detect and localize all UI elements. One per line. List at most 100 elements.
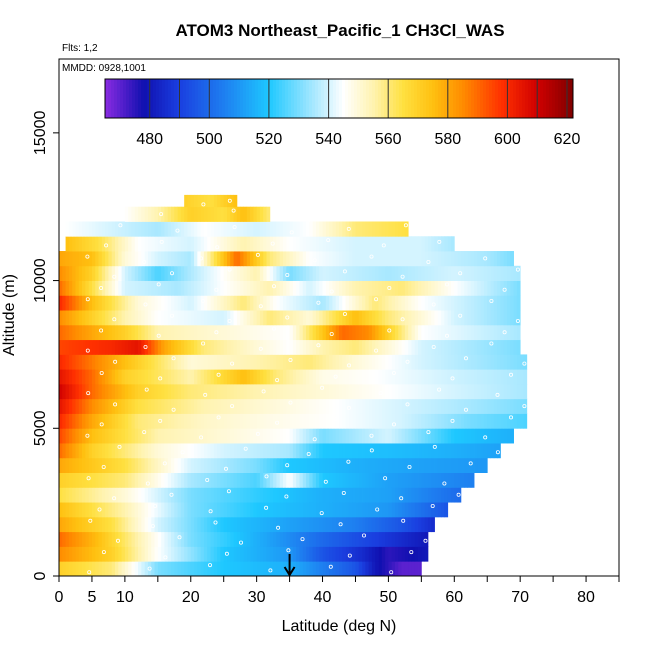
heatmap-cell xyxy=(91,561,96,577)
heatmap-cell xyxy=(207,383,211,400)
heatmap-cell xyxy=(253,531,258,547)
heatmap-cell xyxy=(138,354,142,370)
heatmap-cell xyxy=(358,251,363,267)
heatmap-cell xyxy=(167,221,172,237)
heatmap-cell xyxy=(332,236,337,252)
heatmap-cell xyxy=(157,383,162,400)
heatmap-cell xyxy=(503,310,508,326)
heatmap-cell xyxy=(253,428,258,444)
heatmap-cell xyxy=(220,310,225,326)
heatmap-cell xyxy=(339,310,343,326)
heatmap-cell xyxy=(108,295,113,311)
heatmap-cell xyxy=(339,280,343,296)
heatmap-cell xyxy=(348,369,353,385)
heatmap-cell xyxy=(151,383,155,400)
heatmap-cell xyxy=(401,561,406,577)
heatmap-cell xyxy=(243,487,248,503)
heatmap-cell xyxy=(513,383,518,400)
heatmap-cell xyxy=(174,516,178,533)
heatmap-cell xyxy=(75,561,80,577)
x-tick-label: 10 xyxy=(116,589,134,606)
heatmap-cell xyxy=(98,251,103,267)
heatmap-cell xyxy=(299,221,304,237)
heatmap-cell xyxy=(230,295,234,311)
heatmap-cell xyxy=(269,398,274,414)
heatmap-cell xyxy=(444,324,449,341)
heatmap-cell xyxy=(131,516,136,533)
heatmap-cell xyxy=(345,561,350,577)
heatmap-cell xyxy=(240,531,244,547)
heatmap-cell xyxy=(362,383,366,400)
heatmap-cell xyxy=(483,398,488,414)
heatmap-cell xyxy=(447,413,452,429)
heatmap-cell xyxy=(164,531,169,547)
heatmap-cell xyxy=(95,502,99,518)
heatmap-cell xyxy=(371,546,376,562)
heatmap-cell xyxy=(424,398,429,414)
heatmap-cell xyxy=(124,472,129,488)
heatmap-cell xyxy=(335,428,340,444)
heatmap-cell xyxy=(138,265,142,281)
heatmap-cell xyxy=(516,295,521,311)
heatmap-cell xyxy=(447,383,452,400)
heatmap-cell xyxy=(283,280,287,296)
heatmap-cell xyxy=(154,206,159,222)
heatmap-cell xyxy=(418,369,422,385)
heatmap-cell xyxy=(236,546,241,562)
heatmap-cell xyxy=(220,502,225,518)
heatmap-cell xyxy=(414,561,419,577)
heatmap-cell xyxy=(147,398,152,414)
heatmap-cell xyxy=(289,443,294,459)
heatmap-cell xyxy=(151,221,155,237)
heatmap-cell xyxy=(253,561,258,577)
heatmap-cell xyxy=(404,339,409,355)
heatmap-cell xyxy=(464,472,468,488)
heatmap-cell xyxy=(95,251,99,267)
heatmap-cell xyxy=(273,502,277,518)
heatmap-cell xyxy=(88,443,93,459)
heatmap-cell xyxy=(91,457,96,473)
heatmap-cell xyxy=(187,383,192,400)
heatmap-cell xyxy=(418,531,422,547)
heatmap-cell xyxy=(385,265,389,281)
heatmap-cell xyxy=(464,413,468,429)
heatmap-cell xyxy=(309,531,314,547)
heatmap-cell xyxy=(91,443,96,459)
heatmap-cell xyxy=(246,516,251,533)
heatmap-cell xyxy=(273,457,277,473)
heatmap-cell xyxy=(325,487,330,503)
heatmap-cell xyxy=(210,236,215,252)
heatmap-cell xyxy=(105,561,109,577)
heatmap-cell xyxy=(437,428,442,444)
heatmap-cell xyxy=(358,487,363,503)
heatmap-cell xyxy=(230,531,234,547)
heatmap-cell xyxy=(121,221,126,237)
heatmap-cell xyxy=(217,472,221,488)
heatmap-cell xyxy=(434,310,439,326)
heatmap-cell xyxy=(391,251,396,267)
heatmap-cell xyxy=(203,339,208,355)
heatmap-cell xyxy=(401,457,406,473)
sample-point xyxy=(276,525,281,530)
heatmap-cell xyxy=(365,457,370,473)
heatmap-cell xyxy=(388,265,393,281)
heatmap-cell xyxy=(312,457,317,473)
heatmap-cell xyxy=(345,472,350,488)
sample-point xyxy=(112,317,117,322)
colorbar-segment xyxy=(228,79,232,118)
heatmap-cell xyxy=(68,339,73,355)
heatmap-cell xyxy=(319,383,323,400)
heatmap-cell xyxy=(177,324,182,341)
heatmap-cell xyxy=(296,236,300,252)
heatmap-cell xyxy=(68,354,73,370)
heatmap-cell xyxy=(217,324,221,341)
heatmap-cell xyxy=(240,457,244,473)
heatmap-cell xyxy=(207,194,211,208)
heatmap-cell xyxy=(513,280,518,296)
heatmap-cell xyxy=(292,457,297,473)
heatmap-cell xyxy=(210,561,215,577)
heatmap-cell xyxy=(59,369,63,385)
heatmap-cell xyxy=(144,339,149,355)
heatmap-cell xyxy=(227,487,231,503)
heatmap-cell xyxy=(121,516,126,533)
